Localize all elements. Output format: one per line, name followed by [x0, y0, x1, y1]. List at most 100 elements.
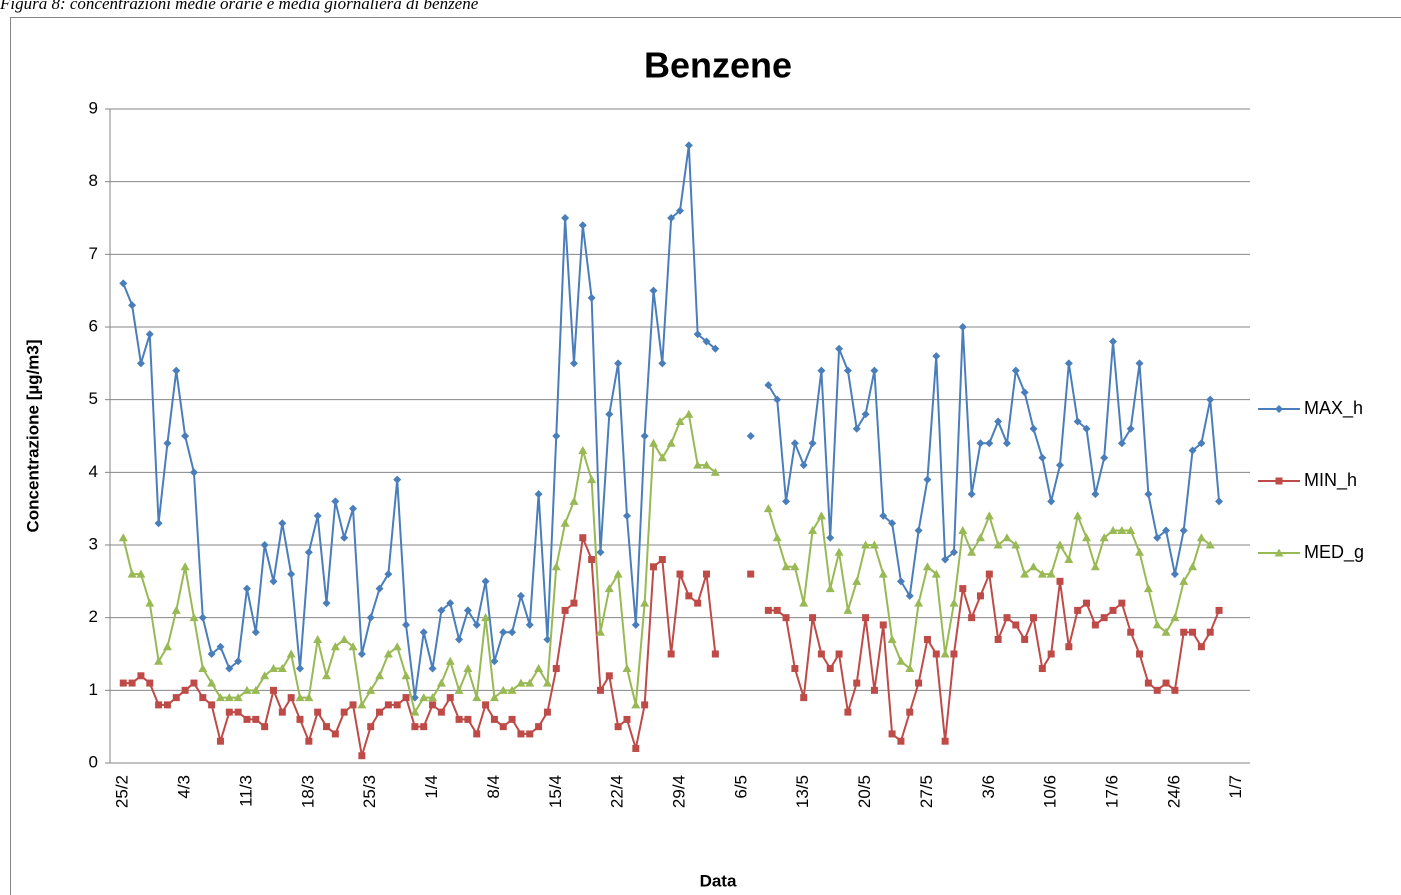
data-point: [1153, 533, 1162, 542]
data-point: [383, 649, 393, 658]
x-tick-label: 8/4: [484, 775, 503, 799]
data-point: [958, 323, 967, 331]
data-point: [348, 642, 358, 651]
data-point: [897, 737, 905, 745]
data-point: [489, 693, 499, 702]
data-point: [251, 628, 260, 637]
data-point: [428, 664, 437, 673]
data-point: [1117, 439, 1126, 448]
data-point: [570, 599, 578, 607]
data-point: [552, 665, 560, 673]
data-point: [1136, 650, 1144, 658]
data-point: [162, 642, 172, 651]
data-point: [402, 694, 410, 702]
data-point: [1021, 635, 1029, 643]
data-point: [499, 628, 508, 637]
data-point: [976, 439, 985, 448]
data-point: [215, 693, 225, 702]
data-point: [322, 671, 332, 680]
data-point: [437, 606, 446, 615]
data-point: [525, 620, 534, 629]
data-point: [446, 599, 455, 608]
data-point: [623, 715, 631, 723]
data-point: [339, 634, 349, 643]
data-point: [1205, 540, 1215, 549]
data-point: [764, 606, 772, 614]
data-point: [587, 293, 596, 302]
data-point: [1197, 439, 1206, 448]
data-point: [314, 708, 322, 716]
data-point: [454, 685, 464, 694]
data-point: [437, 708, 445, 716]
data-point: [1083, 599, 1091, 607]
data-point: [1020, 388, 1029, 397]
data-point: [985, 570, 993, 578]
y-tick-label: 2: [89, 607, 98, 626]
data-point: [181, 432, 190, 440]
data-point: [984, 511, 994, 520]
data-point: [1108, 525, 1118, 534]
data-point: [1152, 620, 1162, 629]
data-point: [861, 410, 870, 419]
data-point: [305, 737, 313, 745]
data-point: [878, 569, 888, 578]
data-point: [234, 657, 243, 666]
x-tick-label: 1/7: [1226, 775, 1245, 799]
data-point: [835, 344, 844, 353]
data-point: [1047, 497, 1056, 506]
data-point: [941, 737, 949, 745]
data-point: [773, 606, 781, 614]
data-point: [994, 635, 1002, 643]
data-point: [1144, 679, 1152, 687]
data-point: [411, 723, 419, 731]
data-point: [799, 461, 808, 470]
data-point: [870, 366, 879, 375]
data-point: [950, 650, 958, 658]
data-point: [366, 685, 376, 694]
x-tick-label: 6/5: [731, 775, 750, 799]
data-point: [340, 708, 348, 716]
data-point: [588, 556, 596, 564]
data-point: [1144, 490, 1153, 499]
data-point: [261, 723, 269, 731]
data-point: [1170, 570, 1179, 579]
data-point: [763, 504, 773, 513]
y-tick-label: 6: [89, 316, 98, 335]
data-point: [896, 656, 906, 665]
data-point: [967, 547, 977, 556]
data-point: [155, 701, 163, 709]
data-point: [1188, 562, 1198, 571]
data-point: [268, 664, 278, 673]
data-point: [269, 686, 277, 694]
data-point: [852, 576, 862, 585]
data-point: [1126, 525, 1136, 534]
data-point: [233, 693, 243, 702]
data-point: [1082, 533, 1092, 542]
data-point: [1064, 555, 1074, 564]
data-point: [542, 678, 552, 687]
data-point: [940, 649, 950, 658]
data-point: [993, 540, 1003, 549]
data-point: [578, 446, 588, 455]
data-point: [393, 701, 401, 709]
data-point: [1028, 562, 1038, 571]
data-point: [817, 366, 826, 375]
data-point: [366, 613, 375, 622]
y-tick-label: 9: [89, 98, 98, 117]
data-point: [569, 359, 578, 368]
data-point: [915, 679, 923, 687]
data-point: [322, 599, 331, 608]
data-point: [137, 672, 145, 680]
data-point: [657, 453, 667, 462]
data-point: [976, 592, 984, 600]
data-point: [392, 642, 402, 651]
data-point: [808, 439, 817, 448]
data-point: [119, 279, 128, 288]
data-point: [463, 606, 472, 615]
data-point: [535, 723, 543, 731]
data-point: [481, 577, 490, 586]
data-point: [605, 672, 613, 680]
data-point: [1206, 395, 1215, 404]
data-point: [666, 438, 676, 447]
data-point: [1135, 359, 1144, 368]
